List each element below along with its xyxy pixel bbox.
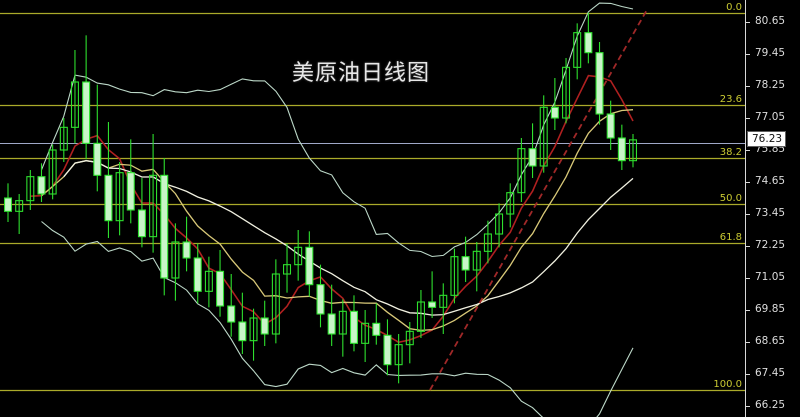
ma-white-line: [63, 160, 634, 316]
axis-tick-label: 67.45: [755, 367, 786, 379]
fib-label-50-0: 50.0: [719, 193, 742, 204]
axis-tick-label: 79.45: [755, 47, 786, 59]
fib-label-61-8: 61.8: [719, 232, 742, 243]
axis-tick-label: 69.85: [755, 303, 786, 315]
axis-tick-label: 74.65: [755, 175, 786, 187]
axis-tick: [746, 278, 750, 279]
axis-tick-label: 78.25: [755, 79, 786, 91]
trendline-dashed: [429, 7, 649, 391]
candlestick-series: [3, 12, 638, 384]
last-price-tag: 76.23: [747, 131, 787, 147]
axis-tick: [746, 310, 750, 311]
axis-tick: [746, 406, 750, 407]
axis-tick-label: 72.25: [755, 239, 786, 251]
chart-svg-canvas: [0, 2, 745, 417]
axis-tick: [746, 214, 750, 215]
axis-tick: [746, 118, 750, 119]
axis-tick-label: 68.65: [755, 335, 786, 347]
axis-tick-label: 80.65: [755, 15, 786, 27]
axis-tick: [746, 150, 750, 151]
axis-tick: [746, 342, 750, 343]
axis-tick-label: 71.05: [755, 271, 786, 283]
axis-tick: [746, 246, 750, 247]
axis-tick: [746, 374, 750, 375]
fib-level-lines: [0, 12, 745, 392]
ma-tan-line: [41, 109, 634, 332]
axis-tick: [746, 22, 750, 23]
bollinger-lower-line: [41, 221, 634, 417]
fib-label-100-0: 100.0: [713, 379, 742, 390]
fib-label-0-0: 0.0: [726, 2, 742, 13]
price-axis[interactable]: 80.65 79.45 78.25 77.05 75.85 74.65 73.45 72.25…: [745, 0, 800, 417]
fib-label-38-2: 38.2: [719, 147, 742, 158]
axis-tick-label: 73.45: [755, 207, 786, 219]
axis-tick-label: 77.05: [755, 111, 786, 123]
axis-tick-label: 66.25: [755, 399, 786, 411]
axis-tick: [746, 86, 750, 87]
axis-tick: [746, 182, 750, 183]
axis-tick-label: 75.85: [755, 143, 786, 155]
chart-title: 美原油日线图: [292, 61, 431, 86]
chart-plot-area[interactable]: [0, 0, 745, 417]
fib-label-23-6: 23.6: [719, 94, 742, 105]
axis-tick: [746, 54, 750, 55]
